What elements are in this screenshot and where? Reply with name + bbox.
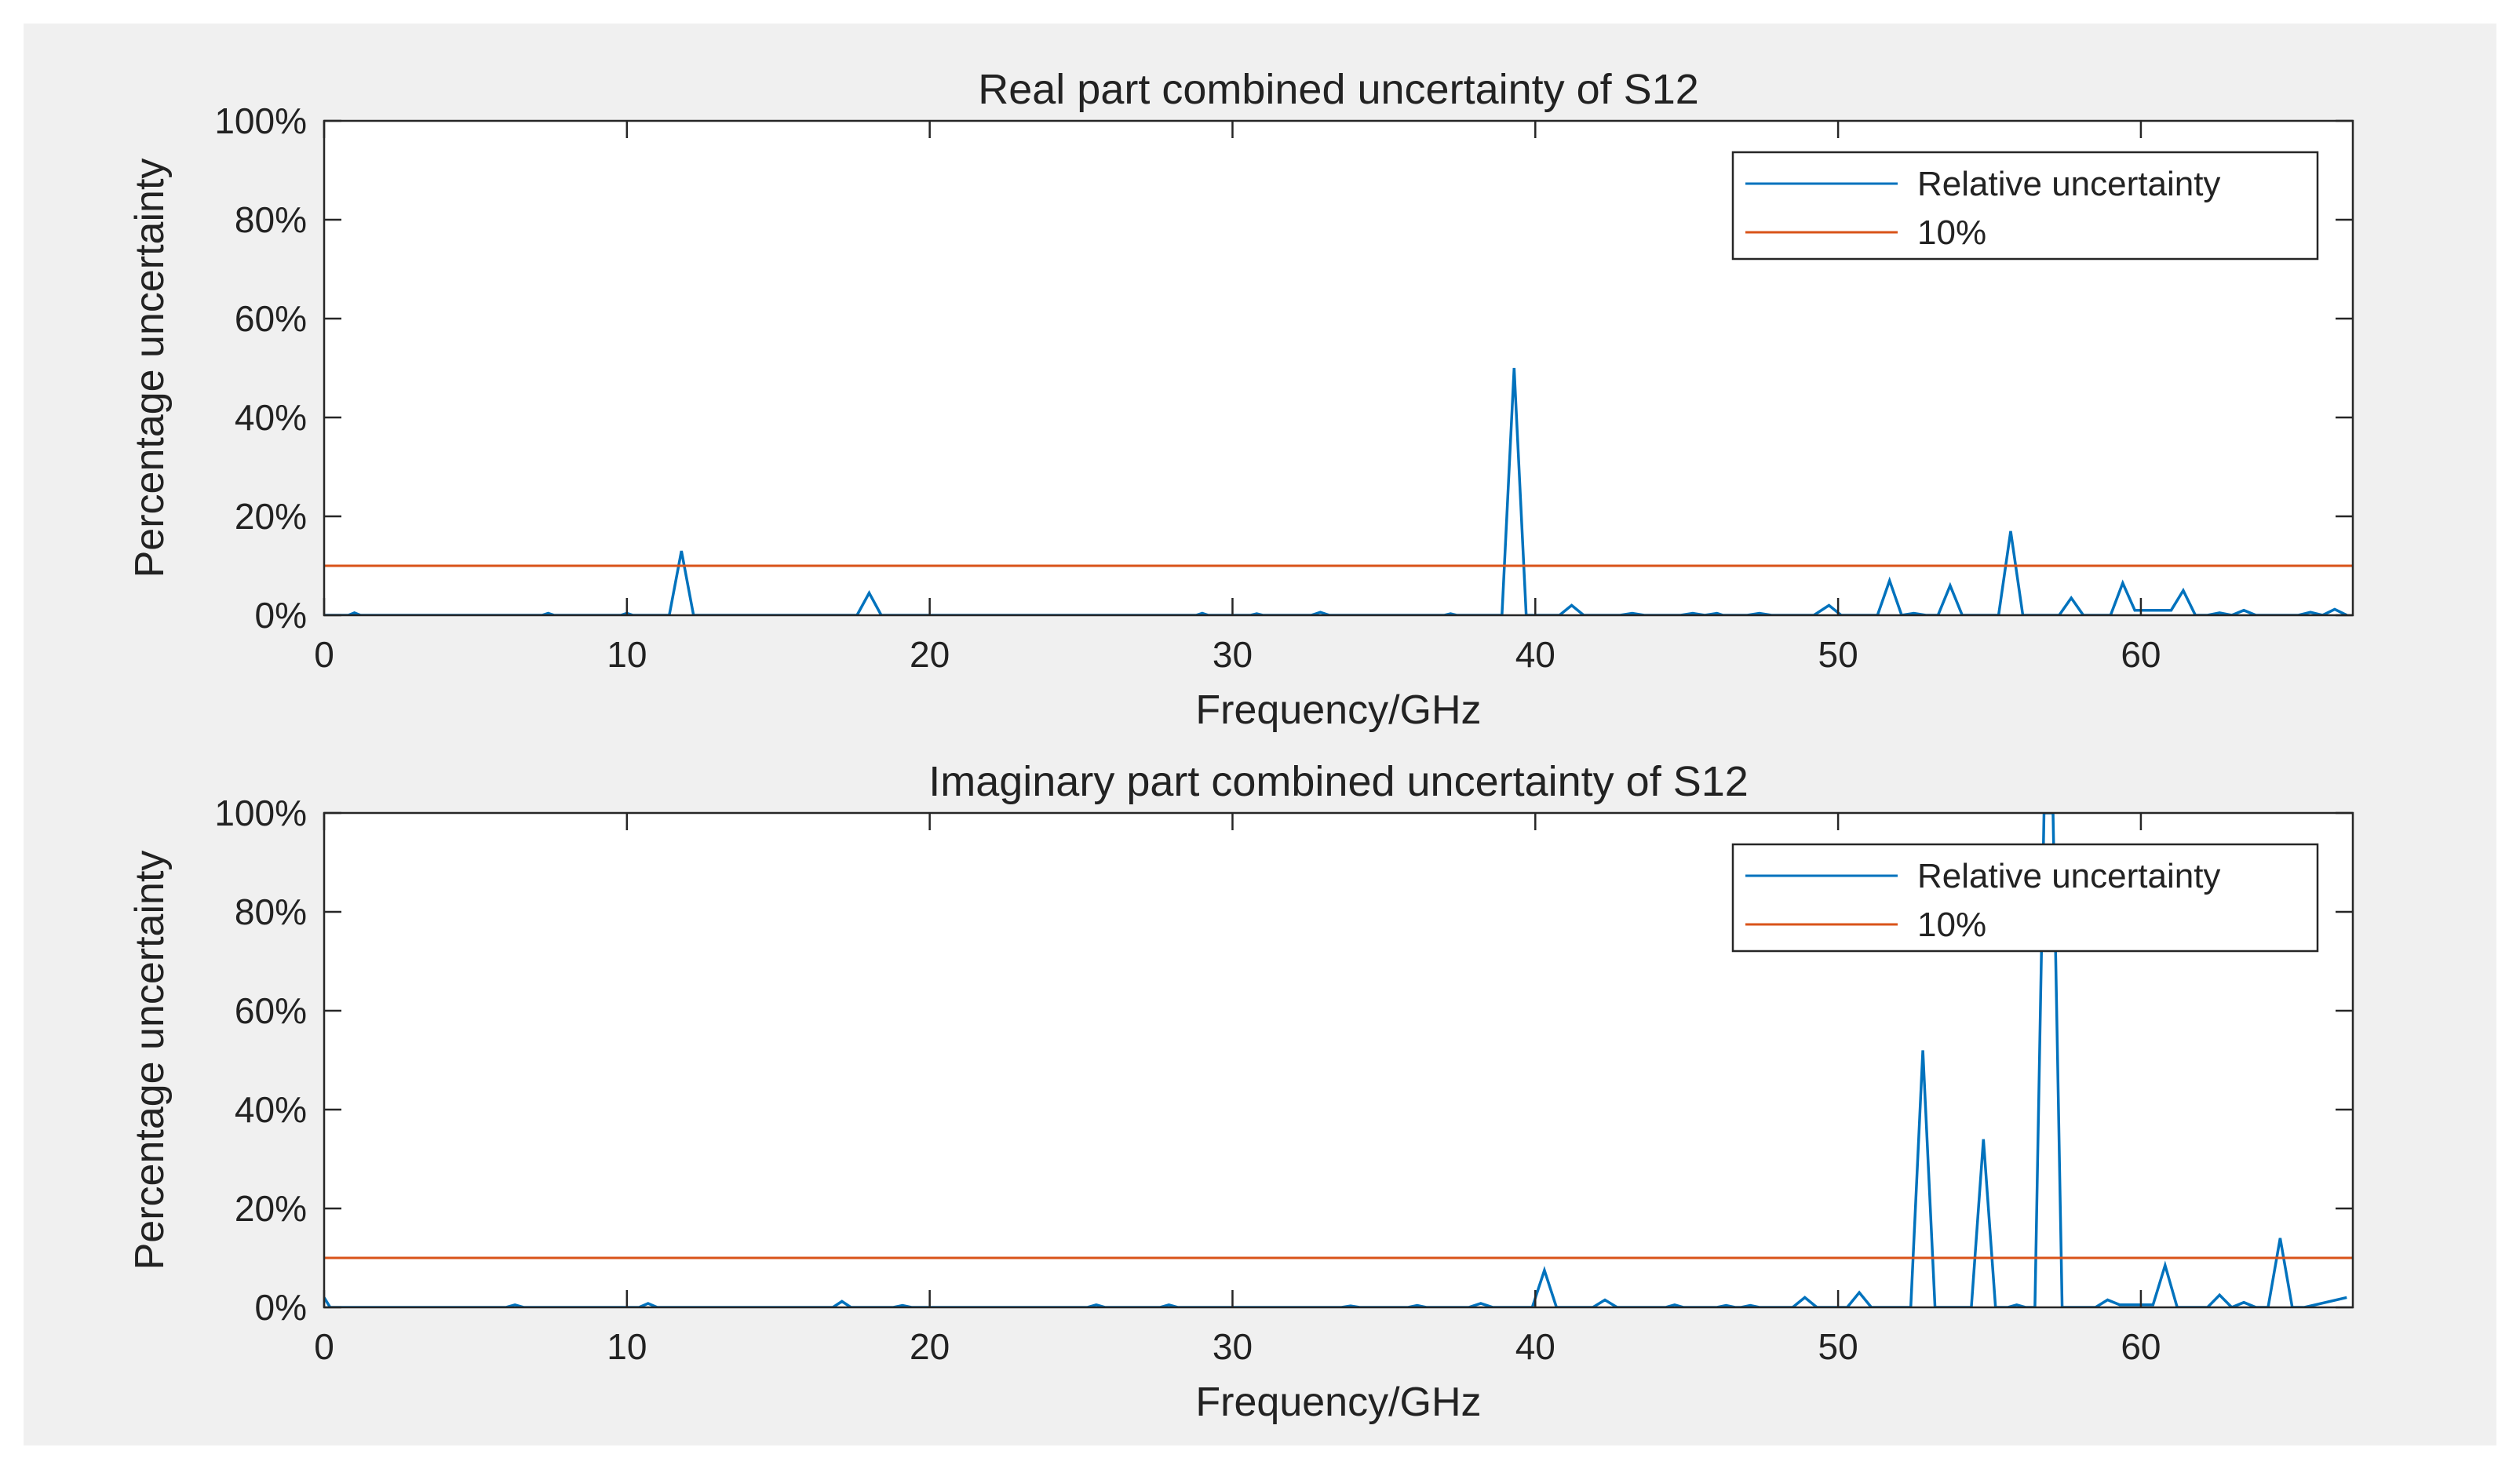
chart-title: Imaginary part combined uncertainty of S… (928, 758, 1749, 805)
legend: Relative uncertainty 10% (1731, 151, 2319, 261)
x-tick-label: 10 (607, 1326, 647, 1367)
x-tick-label: 20 (910, 1326, 950, 1367)
legend-label: 10% (1917, 213, 1986, 252)
x-tick-label: 60 (2121, 1326, 2161, 1367)
y-tick-label: 60% (235, 298, 307, 339)
subplot-2: 0 10 20 30 40 50 60 0% 20% 40% 60% 80% 100% Imaginary… (127, 758, 2354, 1425)
legend-label: Relative uncertainty (1917, 165, 2220, 203)
legend-box (1731, 151, 2319, 261)
legend-label: 10% (1917, 906, 1986, 944)
y-tick-label: 60% (235, 990, 307, 1031)
legend-box (1731, 843, 2319, 953)
x-tick-label: 50 (1818, 634, 1858, 675)
y-tick-label: 80% (235, 199, 307, 240)
y-tick-label: 100% (214, 793, 307, 833)
legend: Relative uncertainty 10% (1731, 843, 2319, 953)
x-axis-label: Frequency/GHz (1195, 687, 1481, 733)
x-tick-label: 20 (910, 634, 950, 675)
x-tick-label: 30 (1213, 1326, 1253, 1367)
y-tick-label: 20% (235, 496, 307, 537)
x-tick-label: 50 (1818, 1326, 1858, 1367)
x-tick-label: 0 (314, 1326, 334, 1367)
y-tick-label: 40% (235, 1089, 307, 1130)
legend-label: Relative uncertainty (1917, 857, 2220, 895)
y-tick-label: 0% (255, 595, 307, 636)
subplot-1: 0 10 20 30 40 50 60 0% 20% 40% 60% 80% 100% Real part… (127, 66, 2354, 733)
x-tick-label: 30 (1213, 634, 1253, 675)
x-tick-label: 60 (2121, 634, 2161, 675)
charts-canvas: 0 10 20 30 40 50 600%20%40%60%80%100%Real part… (127, 66, 2354, 1425)
y-tick-label: 40% (235, 397, 307, 438)
y-tick-label: 80% (235, 891, 307, 932)
y-tick-label: 100% (214, 100, 307, 141)
axes-box (323, 119, 2354, 617)
x-tick-label: 0 (314, 634, 334, 675)
y-tick-label: 20% (235, 1188, 307, 1229)
y-axis-label: Percentage uncertainty (127, 851, 173, 1270)
x-tick-label: 40 (1515, 634, 1555, 675)
chart-title: Real part combined uncertainty of S12 (978, 66, 1699, 113)
y-tick-label: 0% (255, 1287, 307, 1328)
y-axis-label: Percentage uncertainty (127, 159, 173, 578)
x-tick-label: 40 (1515, 1326, 1555, 1367)
x-tick-label: 10 (607, 634, 647, 675)
axes-box (323, 811, 2354, 1309)
figure-window: 0 10 20 30 40 50 60 0% 20% 40% 60% 80% 100% Real part… (24, 24, 2496, 1445)
series-line-relative-uncertainty (324, 813, 2347, 1307)
x-axis-label: Frequency/GHz (1195, 1380, 1481, 1425)
